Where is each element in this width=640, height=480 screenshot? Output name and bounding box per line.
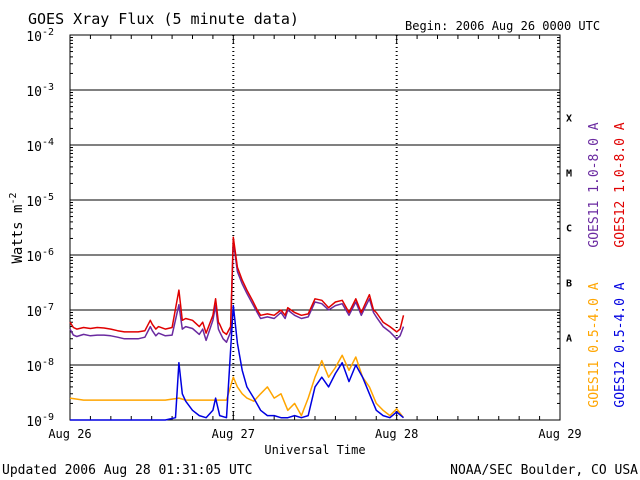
page-title: GOES Xray Flux (5 minute data) bbox=[28, 10, 299, 28]
y-tick-exponent: -4 bbox=[42, 137, 54, 148]
grid-lines bbox=[70, 34, 560, 421]
flare-class-label: M bbox=[566, 169, 572, 180]
legend: GOES11 1.0-8.0 A GOES12 1.0-8.0 A GOES11 0… bbox=[587, 122, 628, 407]
y-axis-label: Watts m-2 bbox=[8, 192, 26, 263]
y-tick-label: 10-5 bbox=[26, 192, 54, 210]
y-tick-base: 10 bbox=[26, 305, 42, 320]
credit-text: NOAA/SEC Boulder, CO USA bbox=[450, 463, 638, 478]
y-tick-label: 10-7 bbox=[26, 302, 54, 320]
y-axis-ticks: 10-210-310-410-510-610-710-810-9 bbox=[26, 27, 560, 430]
x-tick-label: Aug 26 bbox=[48, 427, 91, 441]
y-tick-label: 10-3 bbox=[26, 82, 54, 100]
x-tick-label: Aug 27 bbox=[212, 427, 255, 441]
y-tick-label: 10-4 bbox=[26, 137, 54, 155]
y-tick-base: 10 bbox=[26, 85, 42, 100]
y-tick-base: 10 bbox=[26, 140, 42, 155]
y-tick-exponent: -8 bbox=[42, 357, 54, 368]
y-tick-exponent: -6 bbox=[42, 247, 54, 258]
legend-entry: GOES11 0.5-4.0 A bbox=[587, 282, 602, 407]
x-axis-ticks: Aug 26 Aug 27 Aug 28 Aug 29 bbox=[48, 35, 582, 441]
flare-class-label: X bbox=[566, 114, 572, 125]
legend-entry: GOES12 0.5-4.0 A bbox=[613, 282, 628, 407]
plot-frame bbox=[69, 34, 561, 421]
y-tick-exponent: -5 bbox=[42, 192, 54, 203]
y-tick-label: 10-6 bbox=[26, 247, 54, 265]
flare-class-label: C bbox=[566, 224, 572, 235]
y-tick-base: 10 bbox=[26, 415, 42, 430]
y-tick-label: 10-9 bbox=[26, 412, 54, 430]
y-tick-label: 10-8 bbox=[26, 357, 54, 375]
series-line bbox=[69, 240, 405, 343]
series-lines bbox=[69, 236, 405, 421]
x-tick-label: Aug 28 bbox=[375, 427, 418, 441]
y-axis-label-exponent: -2 bbox=[8, 192, 19, 204]
y-tick-base: 10 bbox=[26, 195, 42, 210]
flare-class-label: A bbox=[566, 334, 572, 345]
begin-timestamp: Begin: 2006 Aug 26 0000 UTC bbox=[405, 19, 600, 33]
flare-class-label: B bbox=[566, 279, 572, 290]
series-line bbox=[70, 304, 404, 421]
series-line bbox=[69, 236, 405, 336]
y-tick-base: 10 bbox=[26, 30, 42, 45]
y-tick-exponent: -9 bbox=[42, 412, 54, 423]
x-axis-label: Universal Time bbox=[264, 443, 365, 457]
y-tick-base: 10 bbox=[26, 360, 42, 375]
y-tick-base: 10 bbox=[26, 250, 42, 265]
y-tick-exponent: -2 bbox=[42, 27, 54, 38]
y-tick-exponent: -3 bbox=[42, 82, 54, 93]
x-tick-label: Aug 29 bbox=[538, 427, 581, 441]
legend-entry: GOES12 1.0-8.0 A bbox=[613, 122, 628, 247]
y-axis-label-text: Watts m bbox=[10, 205, 26, 264]
series-line bbox=[69, 354, 405, 419]
y-axis-label-group: Watts m-2 bbox=[8, 192, 26, 263]
day-markers bbox=[232, 35, 398, 420]
flare-class-labels: X M C B A bbox=[566, 114, 572, 345]
updated-timestamp: Updated 2006 Aug 28 01:31:05 UTC bbox=[2, 463, 252, 478]
y-tick-exponent: -7 bbox=[42, 302, 54, 313]
legend-entry: GOES11 1.0-8.0 A bbox=[587, 122, 602, 247]
y-tick-label: 10-2 bbox=[26, 27, 54, 45]
